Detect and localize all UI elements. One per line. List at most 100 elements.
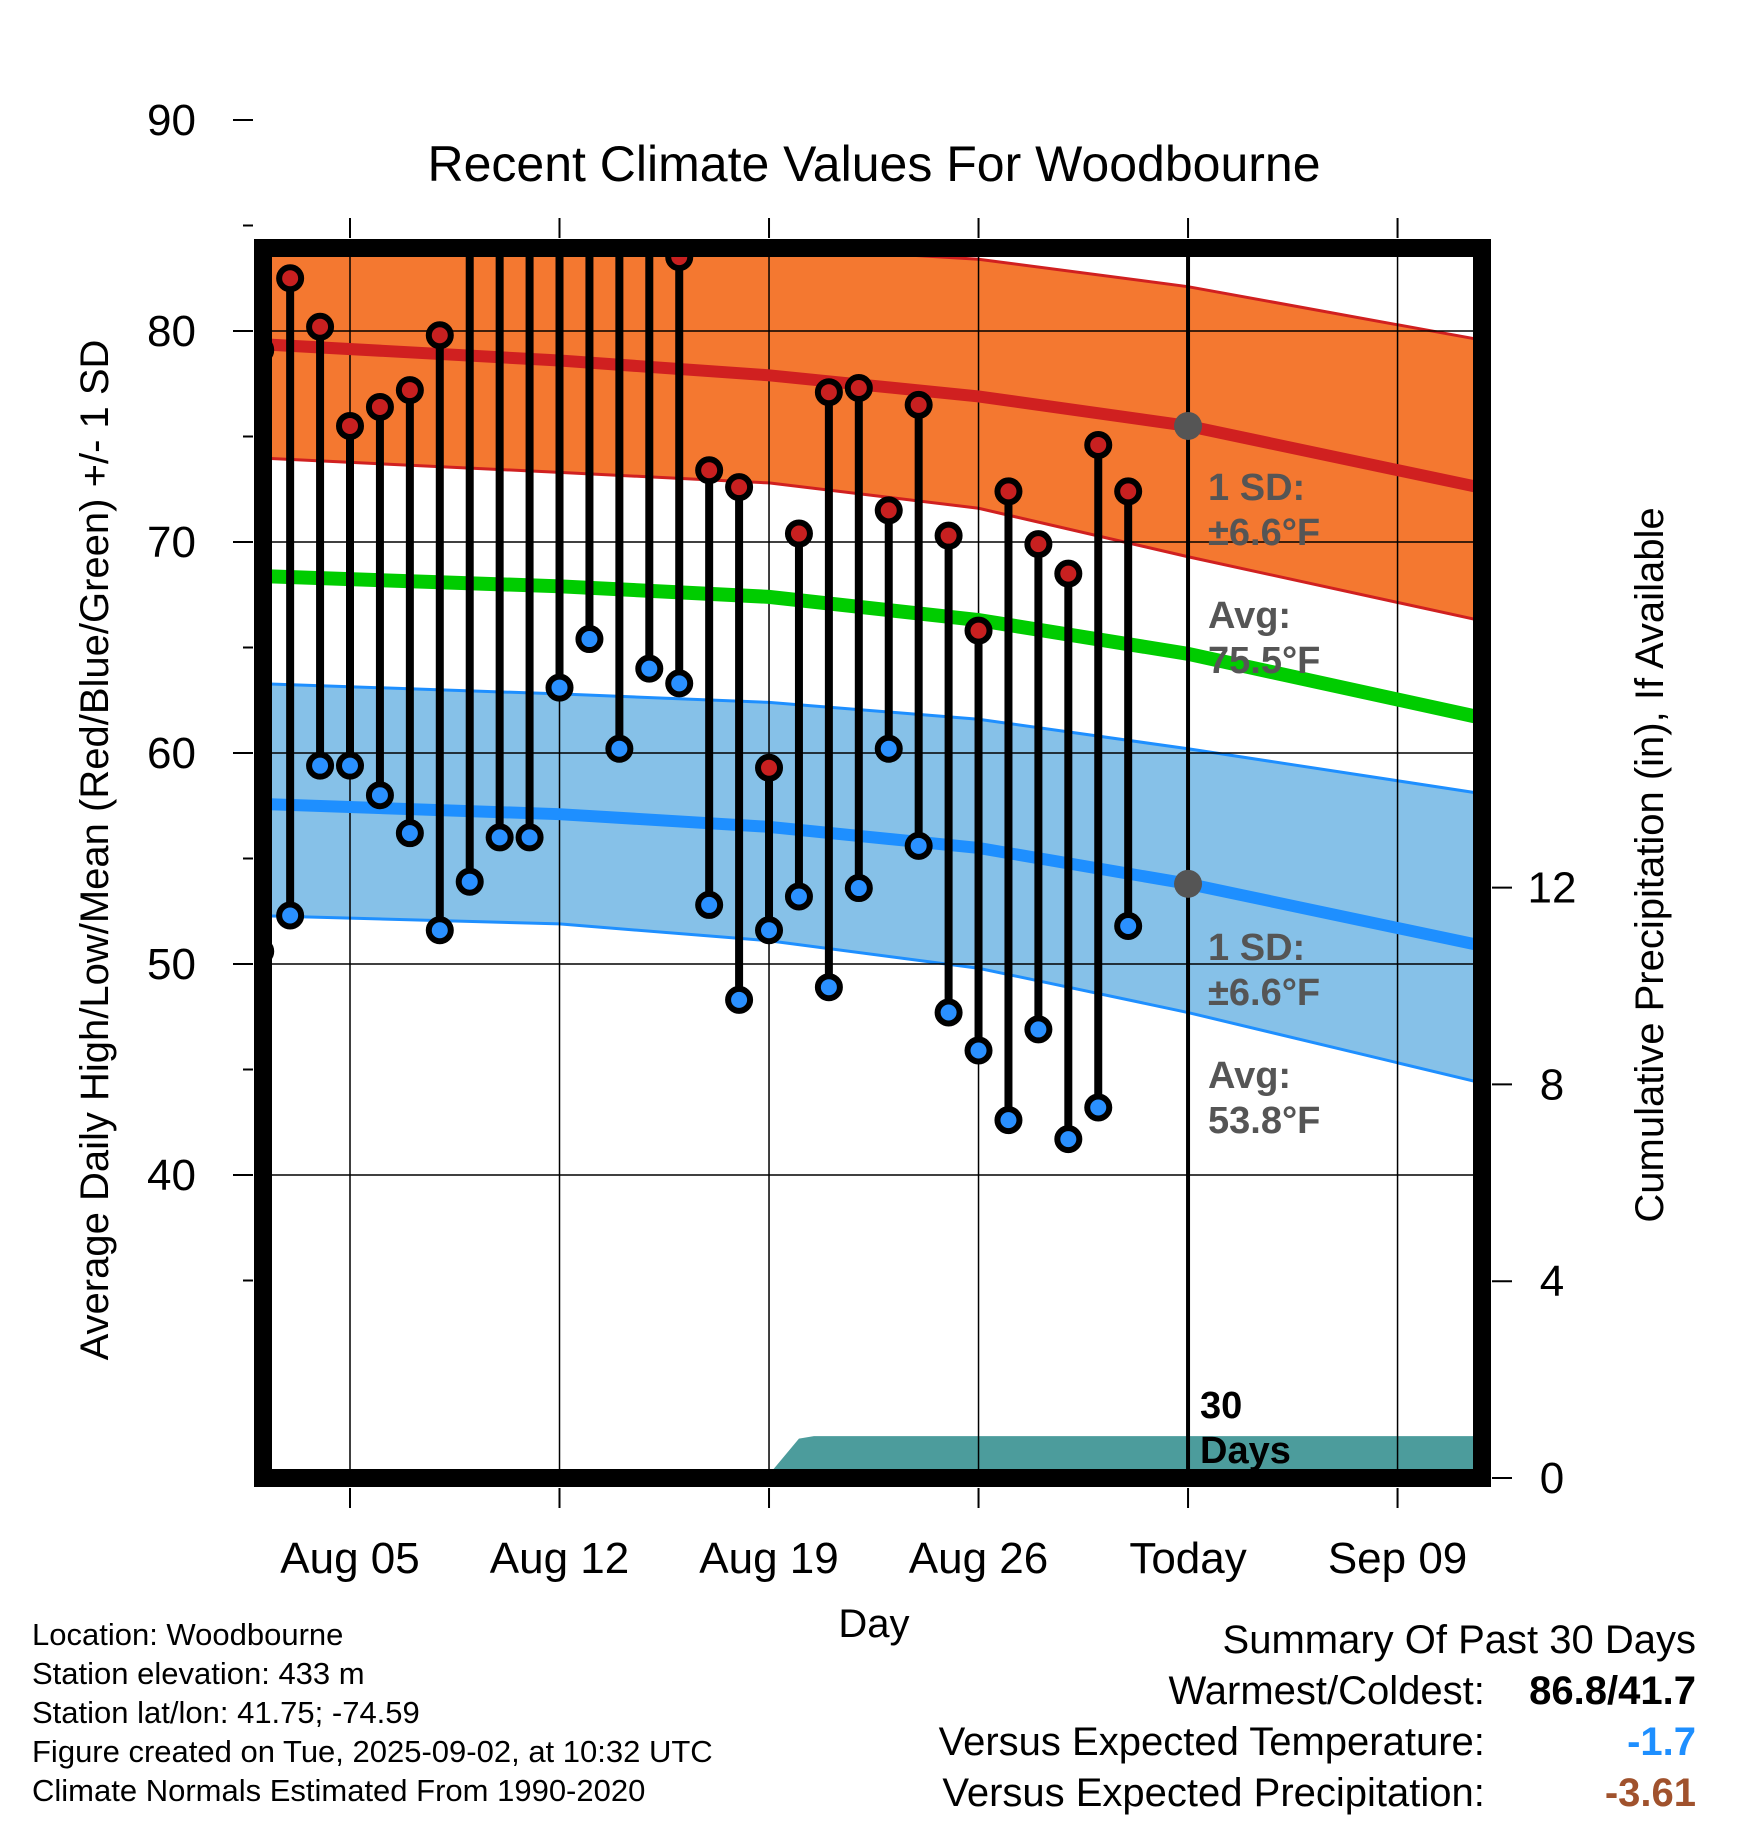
y-tick-label: 70 xyxy=(147,518,196,567)
avg-low-line xyxy=(263,798,1480,951)
low-sd-value: ±6.6°F xyxy=(1208,972,1320,1014)
low-temp-point xyxy=(395,819,424,848)
high-sd-band-lower-edge xyxy=(263,456,1479,622)
high-sd-band xyxy=(263,248,1479,621)
low-temp-point xyxy=(1084,1093,1113,1122)
low-temp-point xyxy=(904,831,933,860)
precip-value: -3.61 xyxy=(1604,1771,1696,1815)
precip-area xyxy=(263,1436,1479,1478)
low-temp-point xyxy=(365,781,394,810)
y2-tick-label: 8 xyxy=(1540,1060,1564,1109)
low-sd-label: 1 SD: xyxy=(1208,927,1305,969)
high-temp-point xyxy=(934,521,963,550)
high-temp-point xyxy=(1024,530,1053,559)
high-temp-point xyxy=(1114,477,1143,506)
low-sd-band-upper-edge xyxy=(263,682,1479,795)
low-temp-point xyxy=(1147,0,1169,11)
high-temp-point xyxy=(336,411,364,440)
plot-inner xyxy=(263,0,1482,1478)
high-temp-point xyxy=(608,217,630,239)
high-temp-point xyxy=(725,473,754,502)
x-tick-label: Aug 26 xyxy=(909,1534,1048,1583)
low-temp-point xyxy=(994,1106,1023,1135)
low-sd-band-lower-edge xyxy=(263,914,1479,1084)
low-temp-point xyxy=(755,916,784,945)
low-temp-point xyxy=(814,973,843,1002)
plot-frame xyxy=(254,239,1491,1487)
y-tick-label: 40 xyxy=(147,1151,196,1200)
temp-label: Versus Expected Temperature: xyxy=(938,1720,1485,1764)
high-temp-point xyxy=(695,456,724,485)
warmest-label: Warmest/Coldest: xyxy=(1168,1669,1485,1713)
high-temp-point xyxy=(814,378,843,407)
today-high-marker xyxy=(1174,411,1203,440)
low-temp-point xyxy=(964,1036,993,1065)
y2-tick-label: 12 xyxy=(1528,864,1577,913)
low-temp-point xyxy=(306,751,335,780)
high-temp-point xyxy=(425,321,454,350)
high-temp-point xyxy=(276,264,305,293)
low-temp-point xyxy=(665,669,694,698)
y-axis-label: Average Daily High/Low/Mean (Red/Blue/Gr… xyxy=(73,340,117,1361)
y2-tick-label: 4 xyxy=(1540,1257,1564,1306)
x-tick-label: Aug 12 xyxy=(490,1534,629,1583)
low-temp-point xyxy=(934,998,963,1027)
y-tick-label: 60 xyxy=(147,729,196,778)
location-text: Location: Woodbourne xyxy=(32,1617,344,1652)
summary-title: Summary Of Past 30 Days xyxy=(1222,1618,1696,1662)
high-temp-point xyxy=(844,373,873,402)
y2-tick-label: 0 xyxy=(1540,1454,1564,1503)
days-count-label: 30 xyxy=(1200,1385,1242,1427)
high-temp-point xyxy=(964,616,993,645)
y2-axis-label: Cumulative Precipitation (in), If Availa… xyxy=(1628,507,1672,1222)
x-tick-label: Sep 09 xyxy=(1328,1534,1467,1583)
low-temp-point xyxy=(485,823,514,852)
created-text: Figure created on Tue, 2025-09-02, at 10… xyxy=(32,1734,713,1769)
high-avg-label: Avg: xyxy=(1208,595,1291,637)
high-temp-point xyxy=(365,392,394,421)
chart-title: Recent Climate Values For Woodbourne xyxy=(427,136,1320,192)
low-temp-point xyxy=(575,625,604,654)
x-tick-label: Aug 05 xyxy=(280,1534,419,1583)
warmest-value: 86.8/41.7 xyxy=(1529,1669,1696,1713)
days-word-label: Days xyxy=(1200,1430,1291,1472)
high-temp-point xyxy=(578,189,600,211)
low-temp-point xyxy=(336,751,364,780)
station-info: Location: Woodbourne Station elevation: … xyxy=(32,1615,713,1810)
elevation-text: Station elevation: 433 m xyxy=(32,1656,365,1691)
summary-panel: Summary Of Past 30 Days Warmest/Coldest:… xyxy=(939,1615,1696,1819)
y-tick-label: 90 xyxy=(147,96,196,145)
plot-area: Aug 05 Aug 12 Aug 19 Aug 26 Today Sep 0940506… xyxy=(147,0,1577,1583)
high-temp-point xyxy=(874,496,903,525)
high-temp-point xyxy=(755,753,784,782)
high-temp-point xyxy=(1147,0,1169,11)
low-temp-point xyxy=(545,673,574,702)
high-temp-point xyxy=(1054,559,1083,588)
normals-text: Climate Normals Estimated From 1990-2020 xyxy=(32,1773,646,1808)
high-temp-point xyxy=(638,202,660,224)
high-temp-point xyxy=(395,376,424,405)
low-temp-point xyxy=(725,985,754,1014)
low-temp-point xyxy=(874,734,903,763)
high-avg-value: 75.5°F xyxy=(1208,640,1320,682)
x-tick-label: Today xyxy=(1129,1534,1246,1583)
low-temp-point xyxy=(515,823,544,852)
low-temp-point xyxy=(605,734,634,763)
high-temp-point xyxy=(1084,430,1113,459)
high-temp-point xyxy=(784,519,813,548)
low-avg-label: Avg: xyxy=(1208,1055,1291,1097)
latlon-text: Station lat/lon: 41.75; -74.59 xyxy=(32,1695,420,1730)
high-temp-point xyxy=(904,390,933,419)
x-axis-label: Day xyxy=(838,1602,909,1646)
y-tick-label: 80 xyxy=(147,307,196,356)
low-temp-point xyxy=(276,901,305,930)
precip-label: Versus Expected Precipitation: xyxy=(942,1771,1485,1815)
temp-row: Versus Expected Temperature: -1.7 xyxy=(939,1717,1696,1768)
high-sd-value: ±6.6°F xyxy=(1208,512,1320,554)
precip-row: Versus Expected Precipitation: -3.61 xyxy=(939,1768,1696,1819)
temp-value: -1.7 xyxy=(1627,1720,1696,1764)
low-temp-point xyxy=(695,890,724,919)
x-tick-label: Aug 19 xyxy=(699,1534,838,1583)
avg-high-line xyxy=(263,338,1480,494)
